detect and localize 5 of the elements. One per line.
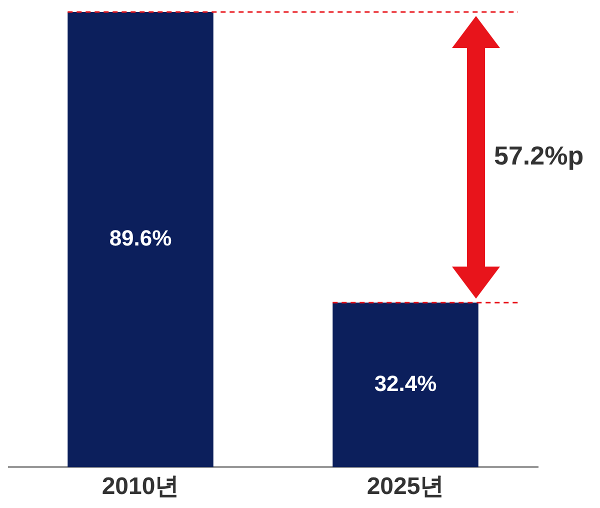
data-label: 89.6% <box>109 226 172 251</box>
x-tick-label: 2010년 <box>102 473 180 500</box>
x-tick-label: 2025년 <box>366 473 444 500</box>
annotation: 57.2%p <box>494 140 584 170</box>
data-label: 32.4% <box>374 370 437 396</box>
